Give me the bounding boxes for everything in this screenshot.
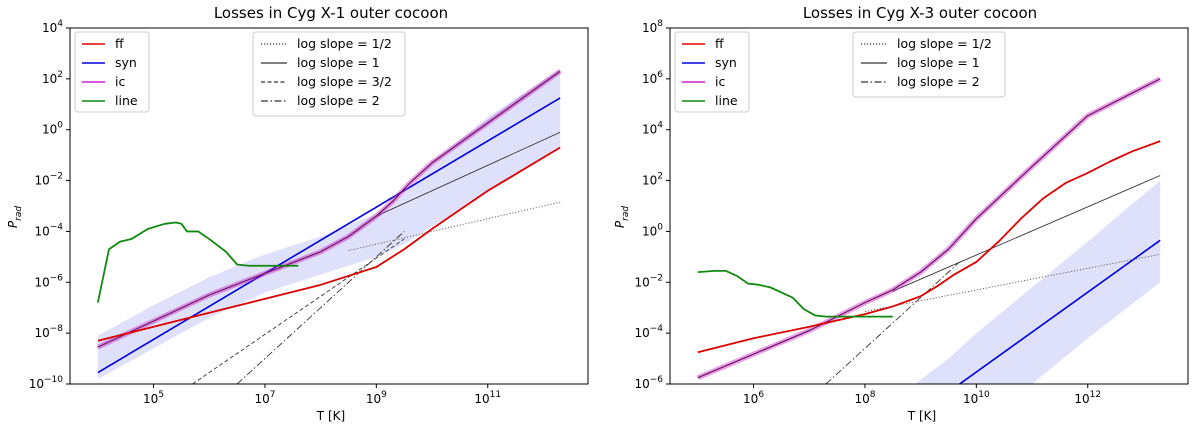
legend-label-slope: log slope = 2 (897, 74, 980, 89)
y-axis-label: Prad (6, 206, 24, 228)
slope-line-2 (825, 261, 960, 384)
chart-title: Losses in Cyg X-1 outer cocoon (214, 4, 448, 22)
uncertainty-band (915, 180, 1161, 384)
x-axis-label: T [K] (316, 409, 345, 423)
y-tick-label: 100 (642, 222, 663, 238)
x-tick-label: 105 (143, 390, 164, 406)
legend-label-ff: ff (115, 36, 124, 51)
legend-label-slope: log slope = 1/2 (297, 36, 392, 51)
legend-label-slope: log slope = 1 (297, 55, 380, 70)
y-tick-label: 102 (642, 172, 663, 188)
series-ic-core-line (97, 70, 561, 348)
y-tick-label: 108 (642, 19, 663, 35)
legend-series: ff syn ic line (674, 31, 750, 113)
y-tick-label: 100 (42, 121, 63, 137)
uncertainty-band (97, 68, 561, 379)
legend-series: ff syn ic line (74, 31, 150, 113)
legend-slopes: log slope = 1/2 log slope = 1 log slope = … (852, 31, 1006, 98)
slope-line-1-2 (864, 253, 1161, 312)
series-ff-line (697, 140, 1161, 354)
plot-area (696, 76, 1162, 384)
x-tick-label: 1010 (963, 390, 990, 406)
series-ff-line (97, 146, 561, 342)
y-tick-label: 10−10 (29, 375, 64, 391)
chart-cyg-x3: Losses in Cyg X-3 outer cocoon T [K] Pra… (613, 4, 1189, 423)
x-tick-label: 108 (854, 390, 875, 406)
chart-title: Losses in Cyg X-3 outer cocoon (803, 4, 1037, 22)
legend-label-syn: syn (115, 55, 137, 70)
y-tick-label: 106 (642, 70, 663, 86)
y-tick-label: 10−2 (34, 172, 63, 188)
legend-box (74, 31, 150, 113)
slope-line-3-2 (192, 238, 405, 384)
legend-slopes: log slope = 1/2 log slope = 1 log slope = … (252, 31, 406, 117)
legend-label-slope: log slope = 1 (897, 55, 980, 70)
y-tick-label: 10−6 (634, 375, 663, 391)
x-tick-label: 1012 (1074, 390, 1101, 406)
y-tick-label: 10−4 (34, 222, 63, 238)
y-tick-label: 10−8 (34, 324, 63, 340)
legend-box (674, 31, 750, 113)
legend-label-ic: ic (115, 74, 125, 89)
x-tick-label: 107 (254, 390, 275, 406)
y-tick-label: 10−2 (634, 273, 663, 289)
legend-label-ic: ic (715, 74, 725, 89)
series-syn-line (959, 239, 1161, 384)
axes-frame (69, 27, 589, 385)
series-syn-line (97, 97, 561, 374)
slope-line-1 (376, 131, 561, 217)
legend-box (252, 31, 406, 117)
y-tick-label: 104 (642, 121, 663, 137)
legend-box (852, 31, 1006, 98)
slope-line-2 (236, 231, 405, 384)
y-axis-label: Prad (613, 206, 631, 228)
slope-line-1-2 (348, 201, 561, 251)
y-tick-label: 102 (42, 70, 63, 86)
svg-text:Prad: Prad (6, 206, 24, 228)
legend-label-slope: log slope = 1/2 (897, 36, 992, 51)
plot-area (96, 68, 562, 384)
legend-label-line: line (715, 93, 738, 108)
x-axis-label: T [K] (907, 409, 936, 423)
y-tick-label: 104 (42, 19, 63, 35)
series-line-line (96, 221, 299, 303)
legend-label-line: line (115, 93, 138, 108)
legend-label-ff: ff (715, 36, 724, 51)
series-line-line (697, 269, 893, 318)
y-tick-label: 10−6 (34, 273, 63, 289)
x-tick-label: 106 (743, 390, 764, 406)
chart-cyg-x1: Losses in Cyg X-1 outer cocoon T [K] Pra… (6, 4, 589, 423)
slope-line-1 (892, 175, 1161, 292)
svg-text:Prad: Prad (613, 206, 631, 228)
legend-label-syn: syn (715, 55, 737, 70)
axes-frame (669, 27, 1189, 385)
legend-label-slope: log slope = 3/2 (297, 74, 392, 89)
x-tick-label: 109 (366, 390, 387, 406)
legend-label-slope: log slope = 2 (297, 93, 380, 108)
x-tick-label: 1011 (474, 390, 501, 406)
y-tick-label: 10−4 (634, 324, 663, 340)
